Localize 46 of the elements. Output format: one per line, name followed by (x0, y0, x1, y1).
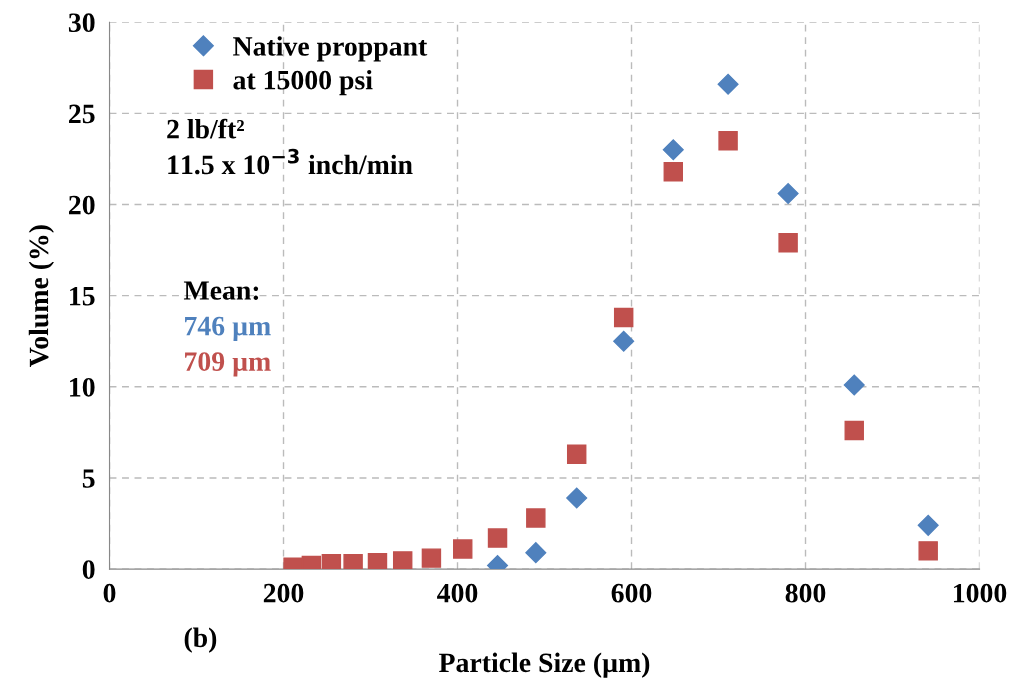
y-tick-label: 30 (68, 13, 95, 33)
point (566, 444, 587, 464)
point (392, 551, 413, 570)
point (343, 553, 363, 570)
text: (b) (184, 627, 217, 653)
x-tick-label: 0 (103, 583, 116, 603)
y-tick-label: 25 (69, 104, 95, 124)
point (321, 553, 342, 570)
x-tick-label: 400 (437, 583, 478, 603)
y-tick-label: 15 (70, 286, 95, 306)
point (421, 548, 442, 568)
point (613, 330, 635, 352)
y-tick-label: 20 (69, 195, 95, 215)
point (777, 183, 799, 205)
annotation: 746 µm (185, 316, 271, 342)
point (917, 514, 939, 536)
x-tick-label: 1000 (953, 583, 1007, 603)
y-tick-label: 0 (82, 560, 95, 579)
x-tick-label: 800 (785, 583, 826, 603)
point (487, 528, 508, 548)
legend-label: Native proppant (233, 36, 428, 62)
point (718, 130, 738, 151)
point (663, 161, 684, 182)
point (453, 539, 473, 559)
point (525, 542, 547, 564)
annotation: 11.5 x 10$^{−3}$ inch/min (168, 148, 413, 175)
point (778, 233, 798, 253)
x-tick-label: 200 (263, 583, 304, 603)
point (613, 307, 634, 328)
y-tick-label: 10 (70, 377, 95, 397)
x-tick-label: 600 (611, 583, 652, 603)
annotation: Mean: (183, 281, 259, 300)
y-tick-label: 5 (82, 469, 95, 488)
annotation: 709 µm (185, 352, 271, 377)
legend-label: at 15000 psi (233, 69, 373, 96)
point (566, 487, 588, 509)
point (918, 541, 938, 561)
point (662, 139, 684, 161)
point (717, 73, 739, 95)
point (844, 420, 864, 441)
point (843, 374, 865, 396)
point (526, 508, 546, 528)
y-axis-title: Volume (%) (28, 225, 54, 367)
x-axis-title: Particle Size (µm) (439, 652, 650, 678)
annotation: 2 lb/ft² (167, 118, 244, 139)
point (367, 552, 388, 570)
